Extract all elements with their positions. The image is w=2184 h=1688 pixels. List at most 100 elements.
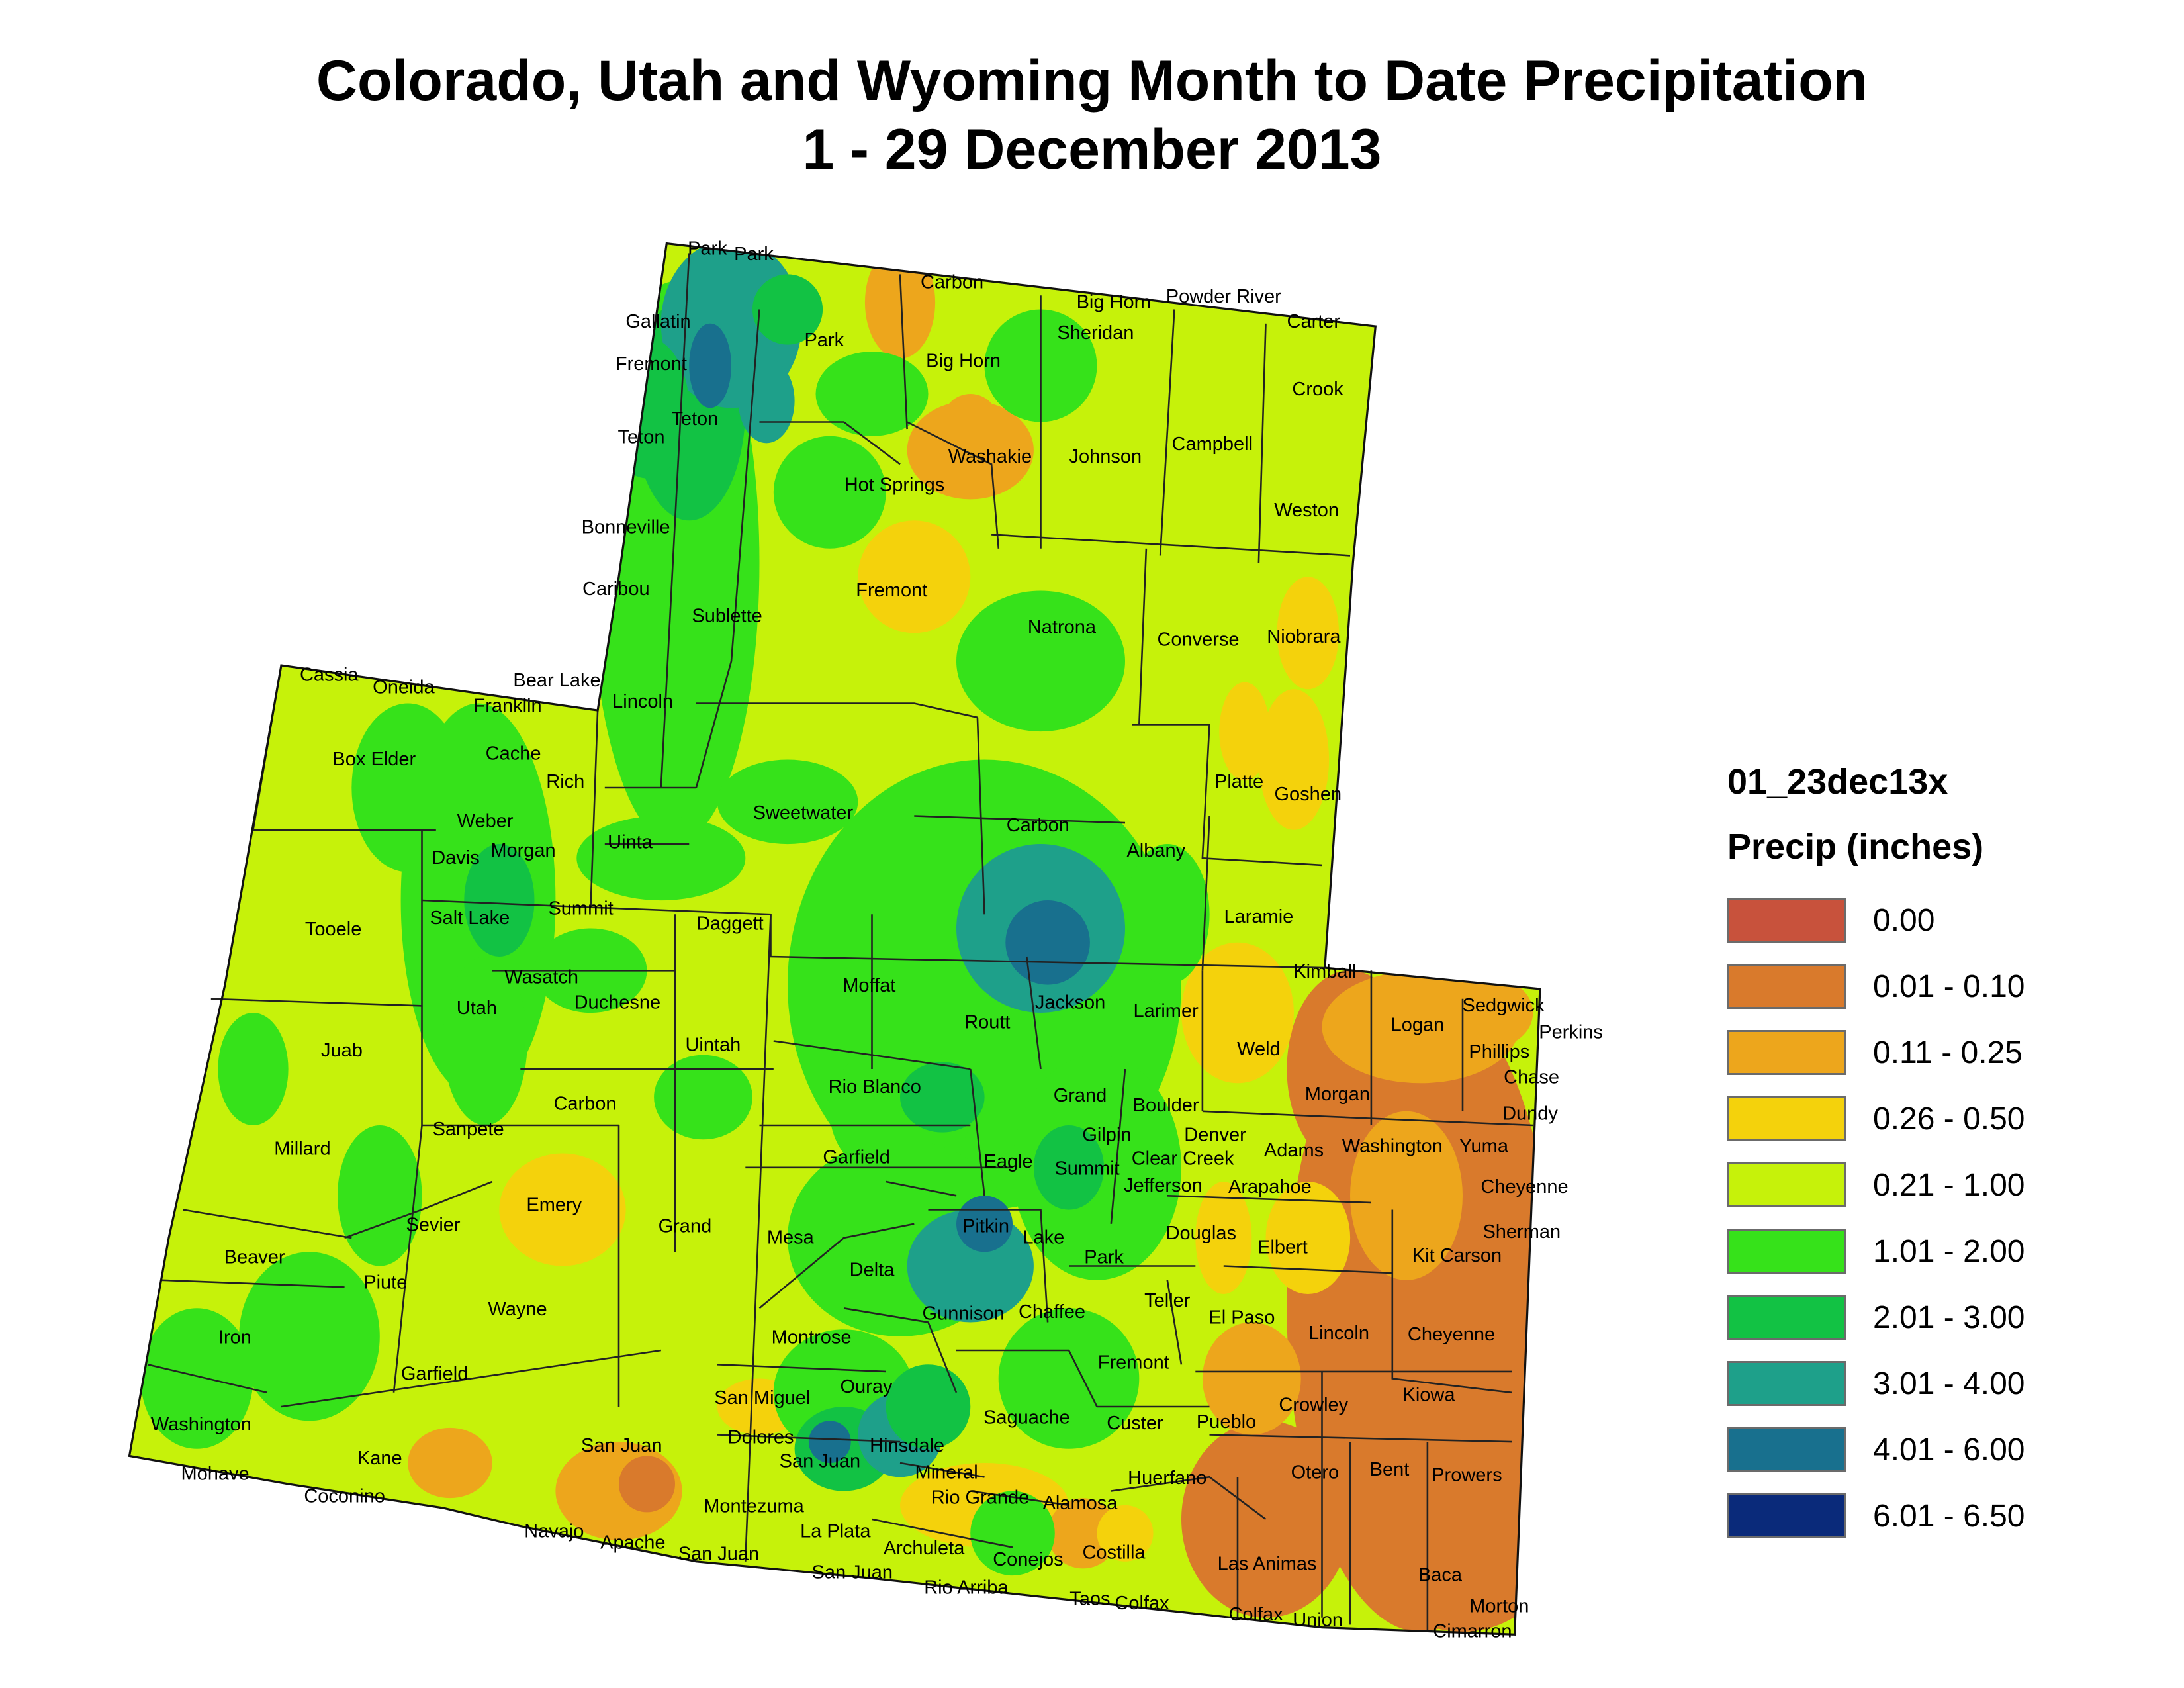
legend-swatch (1727, 1229, 1846, 1274)
county-label: Huerfano (1128, 1468, 1206, 1489)
county-label: Morgan (1305, 1084, 1370, 1105)
county-label: Union (1293, 1610, 1343, 1631)
county-label: Gilpin (1082, 1124, 1131, 1145)
county-boundary (899, 1462, 985, 1478)
county-boundary (147, 1364, 268, 1394)
legend-label: 0.11 - 0.25 (1873, 1035, 2023, 1070)
county-labels: Park Park Carbon Big Horn Powder River Gallat… (151, 238, 1603, 1642)
county-label: Kimball (1293, 961, 1356, 982)
legend-item: 0.26 - 0.50 (1727, 1086, 2151, 1152)
legend-swatch (1727, 1096, 1846, 1141)
county-label: Crowley (1279, 1394, 1348, 1415)
county-label: Sweetwater (753, 802, 854, 823)
county-label: Sheridan (1057, 322, 1134, 344)
county-label: Dundy (1502, 1103, 1558, 1125)
county-label: Mohave (181, 1464, 250, 1485)
precip-zone (443, 957, 527, 1125)
county-label: Cheyenne (1408, 1324, 1495, 1345)
region-outline (128, 242, 1541, 1636)
county-boundary (1132, 724, 1322, 867)
county-label: Jefferson (1124, 1175, 1203, 1196)
legend-swatch (1727, 1162, 1846, 1207)
precip-zone (140, 1308, 253, 1449)
county-label: Park (804, 330, 844, 351)
county-label: Emery (526, 1195, 582, 1216)
county-label: Laramie (1224, 906, 1294, 927)
county-label: Hot Springs (844, 475, 945, 496)
county-boundary (899, 274, 908, 430)
county-label: Fremont (856, 580, 927, 601)
county-boundary (1166, 1280, 1183, 1365)
county-label: Kit Carson (1412, 1245, 1502, 1266)
county-label: Big Horn (1077, 291, 1152, 312)
county-label: Sevier (406, 1214, 461, 1235)
legend-label: 2.01 - 3.00 (1873, 1299, 2025, 1335)
county-label: Taos (1069, 1589, 1110, 1610)
legend-item: 2.01 - 3.00 (1727, 1284, 2151, 1350)
legend-classes: 0.00 0.01 - 0.10 0.11 - 0.25 0.26 - 0.50 0.2… (1727, 887, 2151, 1549)
precip-zone (689, 323, 731, 408)
county-boundary (161, 1279, 345, 1288)
county-label: Eagle (984, 1151, 1033, 1172)
county-label: Rio Grande (931, 1487, 1029, 1509)
county-label: Lake (1023, 1227, 1064, 1248)
county-label: Rio Arriba (924, 1577, 1009, 1599)
county-label: Garfield (823, 1147, 890, 1168)
county-label: San Juan (780, 1450, 861, 1472)
county-label: Routt (964, 1011, 1010, 1033)
county-boundary (928, 1209, 1049, 1323)
county-label: Ouray (841, 1376, 893, 1397)
county-label: Clear Creek (1132, 1149, 1234, 1170)
county-boundary (759, 421, 901, 465)
county-boundary (1257, 323, 1267, 563)
county-label: Montrose (772, 1327, 852, 1348)
precip-zone (900, 1062, 985, 1133)
precip-zone (1033, 1125, 1105, 1210)
title-line-1: Colorado, Utah and Wyoming Month to Date… (316, 49, 1868, 113)
precip-zone (1219, 682, 1270, 781)
county-label: Piute (363, 1272, 407, 1293)
county-boundary (991, 534, 1351, 557)
legend-swatch (1727, 898, 1846, 943)
county-label: Natrona (1028, 616, 1097, 637)
county-boundary (1110, 1068, 1126, 1224)
county-label: Campbell (1172, 434, 1253, 455)
county-label: Bear Lake (513, 670, 600, 691)
county-boundary (210, 998, 422, 1007)
county-label: Morgan (490, 840, 555, 861)
county-label: Johnson (1069, 446, 1142, 467)
county-label: Perkins (1539, 1021, 1603, 1043)
county-boundary (717, 1434, 901, 1443)
precip-zone (464, 844, 535, 957)
county-boundary (660, 253, 690, 788)
county-boundary (422, 899, 591, 908)
county-label: Crook (1292, 379, 1343, 400)
county-boundary (745, 914, 772, 1562)
county-label: Teton (671, 408, 718, 430)
county-boundary (1209, 1434, 1512, 1443)
county-label: Alamosa (1043, 1493, 1118, 1514)
precip-zone (576, 816, 746, 901)
county-label: Prowers (1432, 1465, 1502, 1486)
county-label: Weston (1274, 500, 1339, 521)
county-label: Grand (1054, 1085, 1107, 1106)
precip-zone (1265, 1182, 1351, 1294)
county-label: Coconino (304, 1486, 385, 1507)
precip-zone (942, 394, 999, 450)
county-label: Niobrara (1267, 626, 1341, 647)
precip-zone (808, 1421, 851, 1464)
county-label: Colfax (1115, 1593, 1169, 1614)
county-boundary (696, 702, 978, 719)
legend-item: 0.21 - 1.00 (1727, 1152, 2151, 1218)
county-label: Moffat (842, 975, 895, 996)
county-boundary (907, 421, 1000, 549)
county-label: Las Animas (1218, 1554, 1317, 1575)
county-label: Douglas (1166, 1223, 1236, 1244)
precip-zone (1258, 689, 1330, 830)
county-label: Park (734, 244, 774, 265)
county-label: San Juan (581, 1435, 662, 1456)
map-title: Colorado, Utah and Wyoming Month to Date… (0, 46, 2184, 184)
county-label: Otero (1291, 1462, 1340, 1483)
county-boundary (872, 1518, 1013, 1548)
county-label: Box Elder (332, 749, 416, 770)
